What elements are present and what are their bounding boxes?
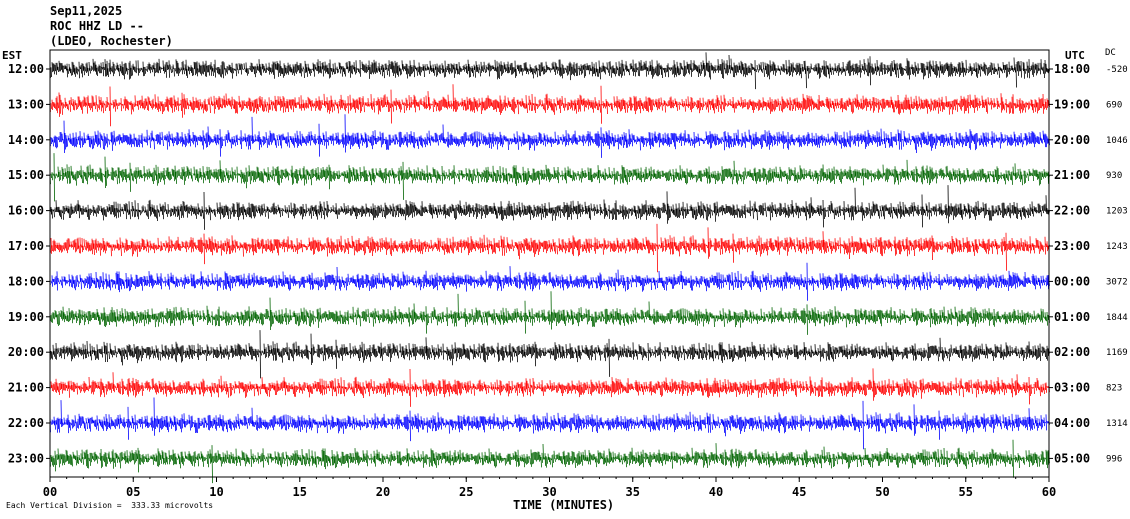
utc-tick-label: 23:00 [1054,239,1090,253]
trace-row-1900 [49,291,1050,335]
trace-row-1600 [49,185,1050,230]
est-axis-label: EST [2,49,22,62]
trace-row-1300 [49,84,1050,127]
x-tick-label: 15 [293,485,307,499]
station-location: (LDEO, Rochester) [50,34,173,48]
dc-offset-value: 1169 [1106,348,1128,358]
trace-row-1200 [49,52,1050,90]
est-tick-label: 17:00 [8,239,44,253]
est-axis: 12:00 13:00 14:00 15:00 16:00 17:00 18:00 19:00… [8,62,44,465]
est-tick-label: 18:00 [8,274,44,288]
x-tick-label: 50 [875,485,889,499]
scale-footnote: Each Vertical Division = 333.33 microvol… [6,501,214,510]
x-tick-label: 30 [542,485,556,499]
x-tick-label: 00 [43,485,57,499]
utc-tick-label: 19:00 [1054,97,1090,111]
est-tick-label: 21:00 [8,381,44,395]
dc-offset-value: 930 [1106,171,1122,181]
est-tick-label: 12:00 [8,62,44,76]
x-tick-label: 05 [126,485,140,499]
x-tick-label: 10 [209,485,223,499]
x-tick-label: 60 [1042,485,1056,499]
trace-row-2100 [49,368,1050,407]
trace-row-1700 [49,223,1050,273]
utc-tick-label: 18:00 [1054,62,1090,76]
x-tick-label: 35 [626,485,640,499]
trace-row-1500 [49,153,1050,202]
dc-offset-value: 1844 [1106,313,1128,323]
x-tick-label: 25 [459,485,473,499]
x-tick-label: 20 [376,485,390,499]
utc-tick-label: 04:00 [1054,416,1090,430]
est-tick-label: 15:00 [8,168,44,182]
trace-row-1800 [49,262,1050,301]
dc-column-label: DC [1105,48,1116,58]
utc-tick-label: 02:00 [1054,345,1090,359]
dc-offset-value: 996 [1106,454,1122,464]
utc-axis: 18:00 -520 19:00 690 20:00 1046 21:00 930 22:00 1… [1054,62,1128,465]
utc-axis-label: UTC [1065,49,1085,62]
est-tick-label: 22:00 [8,416,44,430]
est-tick-label: 13:00 [8,97,44,111]
dc-offset-value: -520 [1106,65,1128,75]
utc-tick-label: 05:00 [1054,451,1090,465]
trace-row-2000 [49,330,1050,379]
x-tick-label: 40 [709,485,723,499]
dc-offset-value: 1046 [1106,136,1128,146]
trace-row-1400 [49,114,1050,158]
est-tick-label: 16:00 [8,204,44,218]
utc-tick-label: 01:00 [1054,310,1090,324]
dc-offset-value: 823 [1106,384,1122,394]
utc-tick-label: 21:00 [1054,168,1090,182]
trace-row-2200 [49,397,1050,450]
x-axis-title: TIME (MINUTES) [513,498,615,512]
x-axis: 00 05 10 15 20 25 30 35 40 45 50 55 60 [43,477,1056,499]
est-tick-label: 23:00 [8,451,44,465]
utc-tick-label: 00:00 [1054,274,1090,288]
utc-tick-label: 20:00 [1054,133,1090,147]
est-tick-label: 14:00 [8,133,44,147]
utc-tick-label: 03:00 [1054,381,1090,395]
station-channel: ROC HHZ LD -- [50,19,144,33]
dc-offset-value: 3072 [1106,277,1128,287]
est-tick-label: 20:00 [8,345,44,359]
est-tick-label: 19:00 [8,310,44,324]
utc-tick-label: 22:00 [1054,204,1090,218]
station-date: Sep11,2025 [50,4,123,18]
dc-offset-value: 690 [1106,100,1122,110]
x-tick-label: 45 [792,485,806,499]
dc-offset-value: 1314 [1106,419,1128,429]
trace-layer [46,52,1053,484]
dc-offset-value: 1203 [1106,207,1128,217]
x-tick-label: 55 [959,485,973,499]
dc-offset-value: 1243 [1106,242,1128,252]
